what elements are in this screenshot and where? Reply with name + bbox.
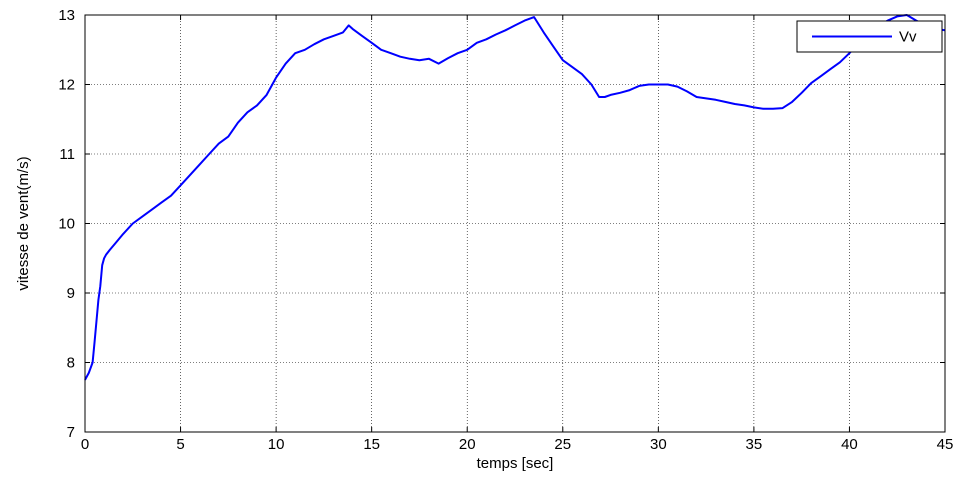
x-tick-label-25: 25 [554, 436, 571, 453]
x-tick-label-40: 40 [841, 436, 858, 453]
y-tick-label-8: 8 [67, 355, 75, 372]
y-tick-label-11: 11 [59, 146, 75, 163]
x-tick-label-10: 10 [268, 436, 285, 453]
series-group [84, 14, 946, 381]
y-tick-label-9: 9 [67, 285, 75, 302]
y-tick-label-10: 10 [58, 216, 75, 233]
x-axis-label: temps [sec] [477, 455, 554, 472]
x-tick-label-35: 35 [746, 436, 763, 453]
x-tick-label-5: 5 [176, 436, 184, 453]
series-line-vv [84, 14, 946, 381]
tick-labels-group: 0 5 10 15 20 25 30 35 40 45 7 8 9 10 11 12 13 [58, 7, 953, 453]
legend-label-vv: Vv [899, 29, 917, 46]
y-tick-label-12: 12 [58, 77, 75, 94]
x-tick-label-30: 30 [650, 436, 667, 453]
y-tick-label-13: 13 [58, 7, 75, 24]
x-tick-label-45: 45 [937, 436, 954, 453]
legend: Vv [796, 20, 943, 53]
x-tick-label-15: 15 [363, 436, 380, 453]
ticks-group [84, 14, 946, 433]
x-tick-label-20: 20 [459, 436, 476, 453]
x-tick-label-0: 0 [81, 436, 89, 453]
grid-lines [85, 15, 945, 432]
y-tick-label-7: 7 [67, 424, 75, 441]
y-axis-label: vitesse de vent(m/s) [15, 156, 32, 290]
